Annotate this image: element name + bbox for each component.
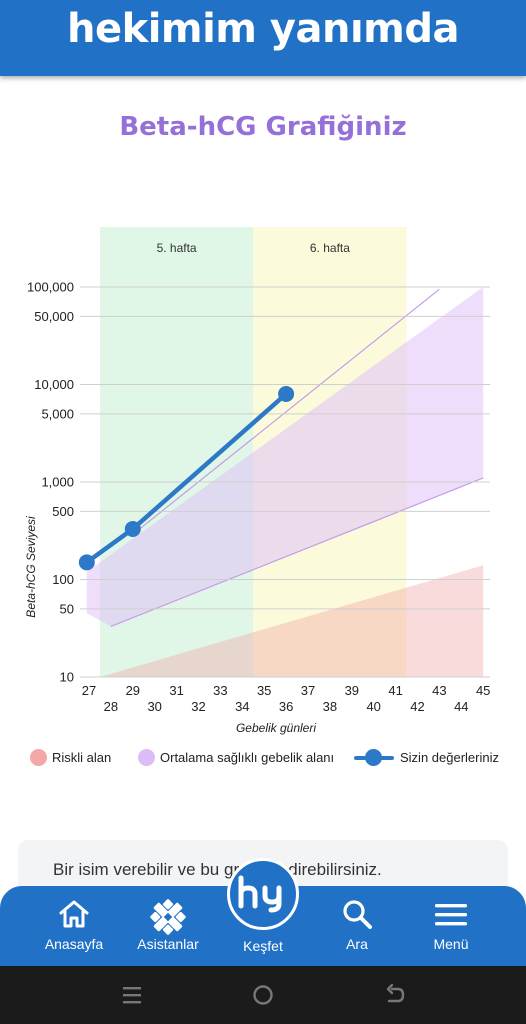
recent-apps-icon[interactable] bbox=[120, 983, 144, 1007]
app-header: hekimim yanımda bbox=[0, 0, 526, 76]
legend-label-healthy: Ortalama sağlıklı gebelik alanı bbox=[160, 749, 335, 765]
y-tick-label: 1,000 bbox=[41, 475, 74, 490]
data-point-3 bbox=[278, 385, 295, 402]
chart-legend: Riskli alan Ortalama sağlıklı gebelik al… bbox=[0, 745, 526, 769]
data-point-2 bbox=[124, 520, 141, 537]
chart-title: Beta-hCG Grafiğiniz bbox=[119, 112, 407, 142]
search-icon bbox=[343, 900, 372, 929]
nav-item-menu[interactable]: Menü bbox=[401, 898, 501, 952]
x-tick-label: 37 bbox=[301, 683, 315, 698]
week-label-2: 6. hafta bbox=[310, 241, 350, 255]
menu-icon bbox=[435, 904, 467, 926]
nav-item-kesfet[interactable] bbox=[227, 858, 299, 930]
info-text: Bir isim verebilir ve bu grafiği indireb… bbox=[53, 860, 382, 879]
x-tick-label: 36 bbox=[279, 699, 293, 714]
legend-swatch-values bbox=[354, 748, 394, 766]
x-tick-label: 38 bbox=[323, 699, 337, 714]
back-icon[interactable] bbox=[383, 983, 407, 1007]
x-tick-label: 42 bbox=[410, 699, 424, 714]
nav-label-kesfet: Keşfet bbox=[243, 938, 283, 954]
x-tick-label: 29 bbox=[126, 683, 140, 698]
app-title: hekimim yanımda bbox=[67, 6, 459, 52]
nav-label-ara: Ara bbox=[346, 936, 368, 952]
home-icon bbox=[59, 900, 89, 928]
legend-label-values: Sizin değerleriniz bbox=[400, 749, 499, 765]
x-tick-label: 31 bbox=[169, 683, 183, 698]
x-tick-label: 40 bbox=[366, 699, 380, 714]
hcg-chart: 5. hafta 6. hafta 10 50 100 500 1,000 5,000 10,… bbox=[24, 227, 490, 736]
nav-label-menu: Menü bbox=[433, 936, 469, 952]
week-label-1: 5. hafta bbox=[157, 241, 197, 255]
nav-label-anasayfa: Anasayfa bbox=[44, 936, 104, 952]
legend-label-risk: Riskli alan bbox=[52, 749, 112, 765]
nav-item-anasayfa[interactable]: Anasayfa bbox=[24, 898, 124, 952]
x-tick-label: 32 bbox=[191, 699, 205, 714]
y-tick-label: 50,000 bbox=[34, 309, 74, 324]
y-axis-title: Beta-hCG Seviyesi bbox=[24, 516, 38, 618]
healthy-lower-line bbox=[110, 477, 484, 628]
x-axis-title: Gebelik günleri bbox=[236, 721, 316, 735]
healthy-zone bbox=[86, 287, 484, 627]
x-tick-label: 43 bbox=[432, 683, 446, 698]
y-tick-label: 10,000 bbox=[34, 377, 74, 392]
nav-label-asistanlar: Asistanlar bbox=[137, 936, 199, 952]
axis-labels: 10 50 100 500 1,000 5,000 10,000 50,000 100,000 2… bbox=[24, 280, 490, 736]
x-tick-label: 28 bbox=[104, 699, 118, 714]
y-tick-label: 5,000 bbox=[41, 406, 74, 421]
nav-item-ara[interactable]: Ara bbox=[307, 898, 407, 952]
x-tick-label: 27 bbox=[82, 683, 96, 698]
x-tick-label: 35 bbox=[257, 683, 271, 698]
grid-lines bbox=[80, 286, 490, 678]
x-tick-label: 30 bbox=[147, 699, 161, 714]
x-tick-label: 44 bbox=[454, 699, 468, 714]
y-tick-label: 100 bbox=[52, 572, 74, 587]
y-tick-label: 100,000 bbox=[27, 280, 74, 295]
x-tick-label: 45 bbox=[476, 683, 490, 698]
x-tick-label: 41 bbox=[388, 683, 402, 698]
data-point-1 bbox=[78, 554, 95, 571]
assistants-icon bbox=[150, 899, 186, 935]
series-layer bbox=[78, 385, 295, 571]
hy-logo-icon bbox=[238, 875, 282, 913]
x-tick-label: 39 bbox=[345, 683, 359, 698]
nav-item-asistanlar[interactable]: Asistanlar bbox=[118, 898, 218, 952]
y-tick-label: 50 bbox=[60, 601, 74, 616]
legend-swatch-risk bbox=[30, 748, 47, 766]
y-tick-label: 500 bbox=[52, 504, 74, 519]
system-nav-bar bbox=[0, 966, 526, 1024]
healthy-upper-line bbox=[132, 288, 440, 535]
home-button-icon[interactable] bbox=[251, 983, 275, 1007]
y-tick-label: 10 bbox=[60, 670, 74, 685]
x-tick-label: 33 bbox=[213, 683, 227, 698]
legend-item-healthy[interactable]: Ortalama sağlıklı gebelik alanı bbox=[138, 745, 334, 769]
legend-swatch-healthy bbox=[138, 748, 155, 766]
legend-item-values[interactable]: Sizin değerleriniz bbox=[354, 745, 499, 769]
legend-item-risk[interactable]: Riskli alan bbox=[30, 745, 111, 769]
x-tick-label: 34 bbox=[235, 699, 249, 714]
